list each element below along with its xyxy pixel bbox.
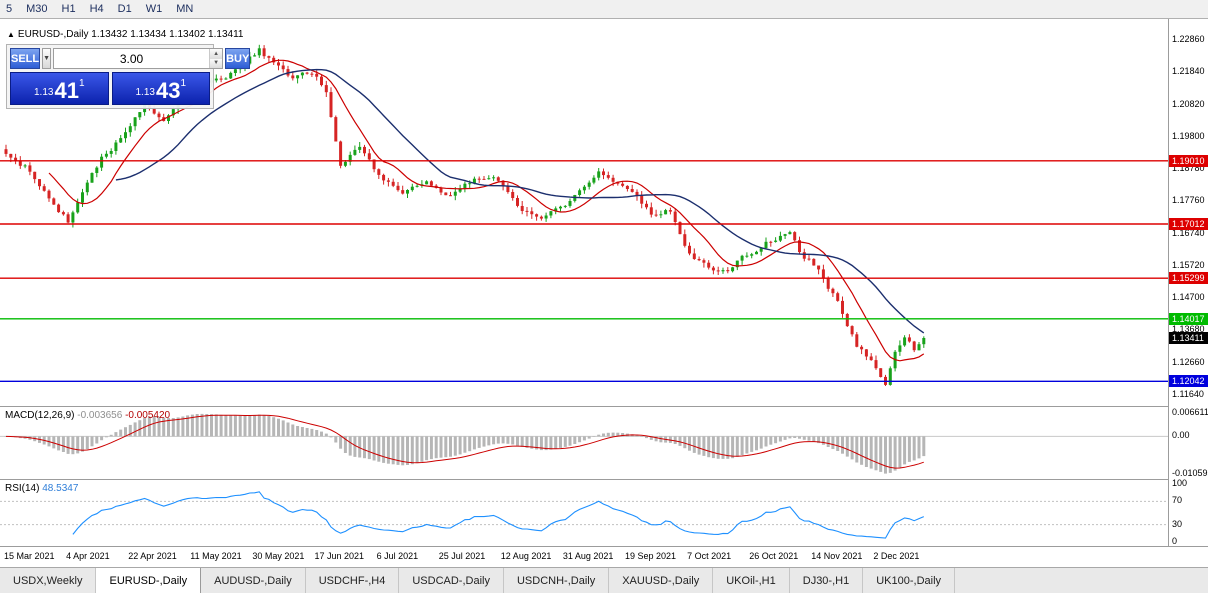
axis-tick-label: 1.14700 bbox=[1172, 292, 1205, 302]
macd-panel[interactable]: MACD(12,26,9) -0.003656 -0.005420 bbox=[0, 406, 1168, 479]
chart-tab-usdchf-h4[interactable]: USDCHF-,H4 bbox=[305, 568, 400, 593]
timeframe-button-m30[interactable]: M30 bbox=[26, 3, 48, 15]
axis-tick-label: 1.17760 bbox=[1172, 195, 1205, 205]
macd-name: MACD(12,26,9) bbox=[5, 410, 75, 421]
price-level-tag: 1.12042 bbox=[1169, 375, 1208, 387]
chart-tabs-bar: USDX,Weekly EURUSD-,Daily AUDUSD-,Daily USD… bbox=[0, 567, 1208, 593]
current-price-tag: 1.13411 bbox=[1169, 332, 1208, 344]
axis-tick-label: 1.11640 bbox=[1172, 389, 1204, 399]
time-axis-label: 25 Jul 2021 bbox=[438, 551, 486, 561]
time-axis-label: 19 Sep 2021 bbox=[625, 551, 677, 561]
time-axis[interactable]: 15 Mar 2021 4 Apr 2021 22 Apr 2021 11 May 2… bbox=[0, 546, 1208, 567]
volume-spinner: ▲ ▼ bbox=[209, 49, 223, 68]
axis-tick-label: 1.13680 bbox=[1172, 324, 1205, 334]
volume-dropdown-button[interactable]: ▼ bbox=[42, 48, 52, 69]
axis-tick-label: 0 bbox=[1172, 536, 1178, 546]
time-axis-label: 11 May 2021 bbox=[190, 551, 242, 561]
axis-tick-label: 1.20820 bbox=[1172, 99, 1205, 109]
time-axis-label: 17 Jun 2021 bbox=[314, 551, 365, 561]
axis-tick-label: 1.15720 bbox=[1172, 260, 1205, 270]
timeframe-toolbar: 5 M30 H1 H4 D1 W1 MN bbox=[0, 0, 1208, 19]
time-axis-label: 4 Apr 2021 bbox=[66, 551, 110, 561]
axis-tick-label: -0.010595 bbox=[1172, 468, 1208, 478]
buy-price-display[interactable]: 1.13 43 1 bbox=[111, 72, 210, 105]
axis-tick-label: 0.00 bbox=[1172, 430, 1190, 440]
symbol-triangle-icon: ▲ bbox=[7, 30, 15, 39]
timeframe-button-5[interactable]: 5 bbox=[6, 3, 13, 15]
time-axis-label: 12 Aug 2021 bbox=[500, 551, 552, 561]
price-axis[interactable]: 1.22860 1.21840 1.20820 1.19800 1.18780 1.177… bbox=[1168, 19, 1208, 546]
chart-tab-audusd-daily[interactable]: AUDUSD-,Daily bbox=[201, 568, 306, 593]
sell-price-display[interactable]: 1.13 41 1 bbox=[10, 72, 109, 105]
macd-chart[interactable] bbox=[0, 407, 1168, 480]
timeframe-button-w1[interactable]: W1 bbox=[145, 3, 163, 15]
axis-tick-label: 1.12660 bbox=[1172, 357, 1205, 367]
sell-price-point: 1 bbox=[78, 78, 85, 89]
chart-tab-usdcad-daily[interactable]: USDCAD-,Daily bbox=[399, 568, 504, 593]
symbol-timeframe-label: EURUSD-,Daily bbox=[17, 29, 89, 40]
rsi-panel[interactable]: RSI(14) 48.5347 bbox=[0, 479, 1168, 546]
chart-area: ▲ EURUSD-,Daily 1.13432 1.13434 1.13402 1… bbox=[0, 19, 1208, 593]
time-axis-label: 15 Mar 2021 bbox=[4, 551, 55, 561]
axis-tick-label: 100 bbox=[1172, 478, 1188, 488]
one-click-trading-panel: SELL ▼ ▲ ▼ BUY 1.13411 bbox=[6, 44, 251, 109]
chart-tab-usdcnh-daily[interactable]: USDCNH-,Daily bbox=[503, 568, 610, 593]
time-axis-label: 26 Oct 2021 bbox=[749, 551, 799, 561]
sell-price-pips: 41 bbox=[54, 78, 79, 103]
axis-tick-label: 1.19800 bbox=[1172, 131, 1205, 141]
axis-tick-label: 1.18780 bbox=[1172, 163, 1205, 173]
price-level-tag: 1.17012 bbox=[1169, 218, 1208, 230]
candlestick-chart[interactable] bbox=[0, 19, 1168, 406]
buy-price-pips: 43 bbox=[155, 78, 181, 103]
axis-tick-label: 70 bbox=[1172, 495, 1183, 505]
axis-tick-label: 1.21840 bbox=[1172, 66, 1205, 76]
chart-tab-ukoil-h1[interactable]: UKOil-,H1 bbox=[713, 568, 790, 593]
axis-tick-label: 1.16740 bbox=[1172, 228, 1205, 238]
chart-tab-xauusd-daily[interactable]: XAUUSD-,Daily bbox=[609, 568, 714, 593]
time-axis-label: 7 Oct 2021 bbox=[687, 551, 732, 561]
chart-title: ▲ EURUSD-,Daily 1.13432 1.13434 1.13402 1… bbox=[7, 29, 243, 40]
time-axis-label: 30 May 2021 bbox=[252, 551, 305, 561]
time-axis-label: 14 Nov 2021 bbox=[811, 551, 863, 561]
price-level-tag: 1.15299 bbox=[1169, 272, 1208, 284]
time-axis-label: 6 Jul 2021 bbox=[376, 551, 419, 561]
volume-field: ▲ ▼ bbox=[53, 48, 224, 69]
axis-tick-label: 0.006611 bbox=[1172, 407, 1208, 417]
chart-tab-dj30-h1[interactable]: DJ30-,H1 bbox=[789, 568, 864, 593]
timeframe-button-h4[interactable]: H4 bbox=[89, 3, 104, 15]
rsi-label: RSI(14) 48.5347 bbox=[5, 483, 78, 494]
price-chart-panel[interactable]: ▲ EURUSD-,Daily 1.13432 1.13434 1.13402 1… bbox=[0, 19, 1168, 406]
timeframe-button-d1[interactable]: D1 bbox=[117, 3, 132, 15]
timeframe-button-h1[interactable]: H1 bbox=[61, 3, 76, 15]
macd-main-value: -0.003656 bbox=[77, 410, 123, 421]
price-level-tag: 1.19010 bbox=[1169, 155, 1208, 167]
macd-signal-value: -0.005420 bbox=[125, 410, 171, 421]
chart-tab-usdx-weekly[interactable]: USDX,Weekly bbox=[0, 568, 97, 593]
buy-price-base: 1.13 bbox=[135, 87, 155, 98]
time-axis-label: 2 Dec 2021 bbox=[873, 551, 920, 561]
buy-price-point: 1 bbox=[180, 78, 186, 89]
price-level-tag: 1.14017 bbox=[1169, 313, 1208, 325]
sell-button[interactable]: SELL bbox=[10, 48, 41, 69]
volume-down-button[interactable]: ▼ bbox=[210, 58, 223, 68]
time-axis-label: 31 Aug 2021 bbox=[562, 551, 614, 561]
axis-tick-label: 30 bbox=[1172, 519, 1183, 529]
time-axis-label: 22 Apr 2021 bbox=[128, 551, 177, 561]
chart-tab-uk100-daily[interactable]: UK100-,Daily bbox=[863, 568, 956, 593]
ohlc-values: 1.13432 1.13434 1.13402 1.13411 bbox=[91, 29, 244, 40]
chart-tab-eurusd-daily[interactable]: EURUSD-,Daily bbox=[96, 568, 202, 593]
timeframe-button-mn[interactable]: MN bbox=[176, 3, 194, 15]
rsi-chart[interactable] bbox=[0, 480, 1168, 547]
macd-label: MACD(12,26,9) -0.003656 -0.005420 bbox=[5, 410, 170, 421]
rsi-value: 48.5347 bbox=[42, 483, 79, 494]
volume-up-button[interactable]: ▲ bbox=[210, 49, 223, 59]
buy-button[interactable]: BUY bbox=[225, 48, 251, 69]
rsi-name: RSI(14) bbox=[5, 483, 40, 494]
sell-price-base: 1.13 bbox=[33, 87, 54, 98]
volume-input[interactable] bbox=[54, 49, 210, 68]
axis-tick-label: 1.22860 bbox=[1172, 34, 1205, 44]
